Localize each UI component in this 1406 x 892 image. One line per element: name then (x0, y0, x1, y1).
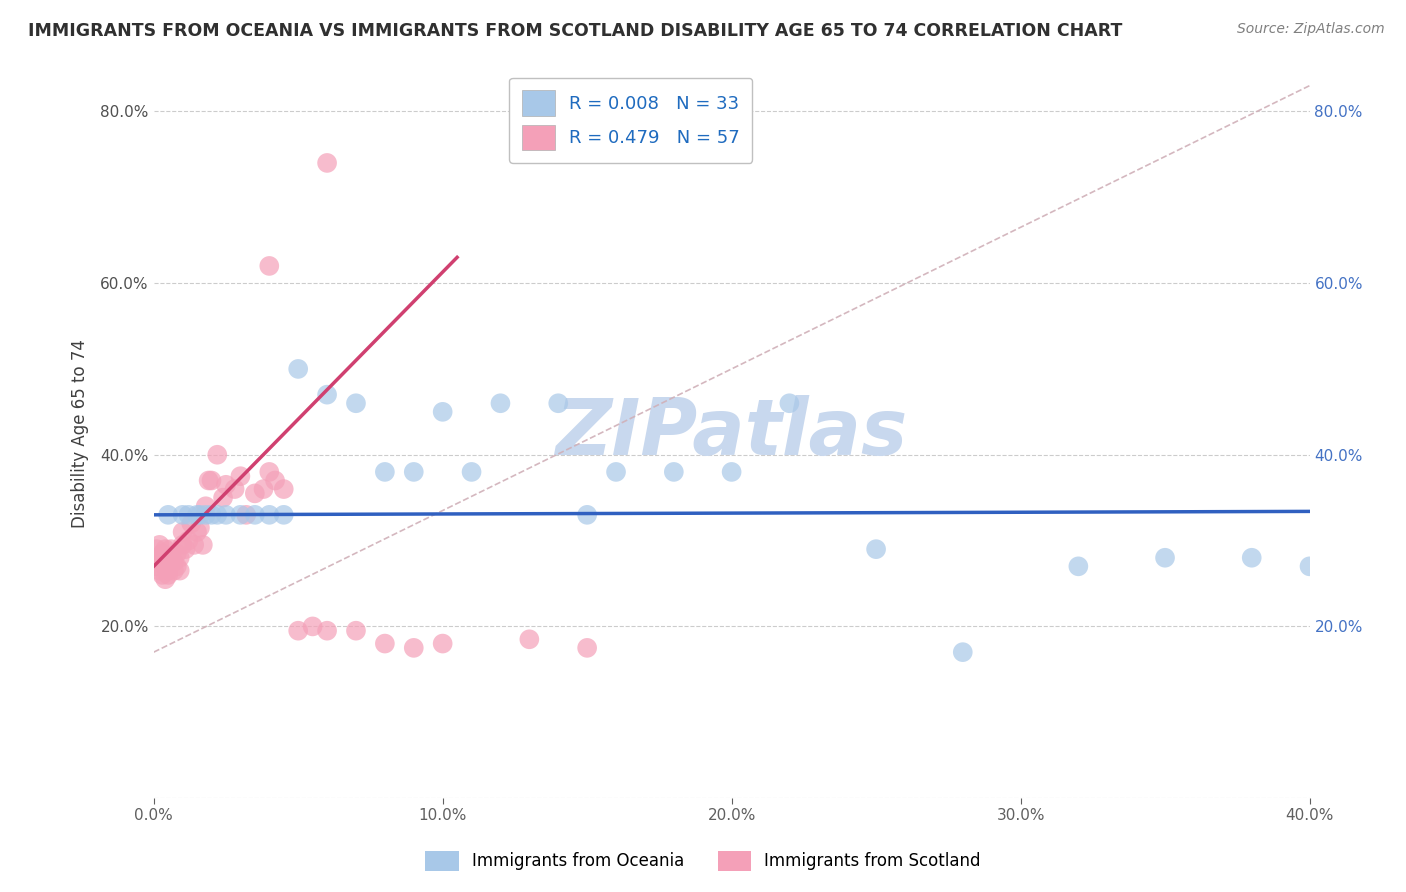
Point (344, 624, 367, 638)
Point (191, 538, 214, 552)
Text: Source: ZipAtlas.com: Source: ZipAtlas.com (1237, 22, 1385, 37)
Point (576, 508, 599, 522)
Point (188, 521, 211, 535)
Point (212, 491, 235, 505)
Point (180, 516, 202, 531)
Point (166, 559, 188, 574)
Point (169, 564, 191, 578)
Point (287, 624, 309, 638)
Point (460, 465, 482, 479)
Point (259, 508, 281, 522)
Point (177, 508, 200, 522)
Point (374, 465, 396, 479)
Point (186, 524, 208, 539)
Point (177, 533, 200, 548)
Point (150, 568, 173, 582)
Point (1067, 559, 1090, 574)
Point (150, 555, 173, 569)
Point (188, 508, 211, 522)
Point (605, 465, 627, 479)
Point (229, 508, 252, 522)
Point (200, 474, 222, 488)
Point (547, 396, 569, 410)
Point (662, 465, 685, 479)
Point (287, 362, 309, 376)
Point (157, 508, 180, 522)
Point (163, 564, 186, 578)
Point (157, 568, 180, 582)
Point (865, 542, 887, 557)
Point (172, 524, 194, 539)
Text: ZIPatlas: ZIPatlas (555, 395, 908, 471)
Point (374, 636, 396, 650)
Point (157, 564, 180, 578)
Point (150, 546, 173, 560)
Point (174, 542, 197, 557)
Point (155, 542, 177, 557)
Point (316, 387, 339, 401)
Point (183, 538, 205, 552)
Point (952, 645, 974, 659)
Point (402, 640, 425, 655)
Point (1154, 550, 1177, 565)
Point (145, 559, 167, 574)
Point (316, 624, 339, 638)
Point (273, 508, 295, 522)
Point (145, 550, 167, 565)
Point (215, 508, 238, 522)
Point (157, 555, 180, 569)
Point (301, 619, 323, 633)
Point (148, 550, 170, 565)
Point (194, 500, 217, 514)
Point (194, 508, 217, 522)
Point (1298, 559, 1320, 574)
Point (163, 555, 186, 569)
Point (229, 469, 252, 483)
Point (207, 448, 229, 462)
Point (264, 474, 287, 488)
Legend: R = 0.008   N = 33, R = 0.479   N = 57: R = 0.008 N = 33, R = 0.479 N = 57 (509, 78, 752, 163)
Point (166, 546, 188, 560)
Point (259, 259, 281, 273)
Point (197, 474, 219, 488)
Point (432, 405, 454, 419)
Point (243, 486, 266, 500)
Point (145, 542, 167, 557)
Point (489, 396, 512, 410)
Point (1240, 550, 1263, 565)
Point (148, 538, 170, 552)
Point (160, 542, 183, 557)
Point (169, 550, 191, 565)
Point (517, 632, 540, 647)
Point (720, 465, 742, 479)
Point (200, 508, 222, 522)
Point (259, 465, 281, 479)
Point (172, 538, 194, 552)
Text: IMMIGRANTS FROM OCEANIA VS IMMIGRANTS FROM SCOTLAND DISABILITY AGE 65 TO 74 CORR: IMMIGRANTS FROM OCEANIA VS IMMIGRANTS FR… (28, 22, 1122, 40)
Point (155, 572, 177, 586)
Point (235, 508, 257, 522)
Point (778, 396, 800, 410)
Y-axis label: Disability Age 65 to 74: Disability Age 65 to 74 (72, 339, 89, 528)
Point (432, 636, 454, 650)
Point (576, 640, 599, 655)
Point (207, 508, 229, 522)
Point (215, 477, 238, 491)
Point (155, 559, 177, 574)
Point (402, 465, 425, 479)
Point (148, 564, 170, 578)
Point (186, 508, 208, 522)
Point (252, 482, 274, 496)
Point (224, 482, 246, 496)
Point (316, 156, 339, 170)
Legend: Immigrants from Oceania, Immigrants from Scotland: Immigrants from Oceania, Immigrants from… (418, 842, 988, 880)
Point (172, 508, 194, 522)
Point (344, 396, 367, 410)
Point (160, 550, 183, 565)
Point (243, 508, 266, 522)
Point (273, 482, 295, 496)
